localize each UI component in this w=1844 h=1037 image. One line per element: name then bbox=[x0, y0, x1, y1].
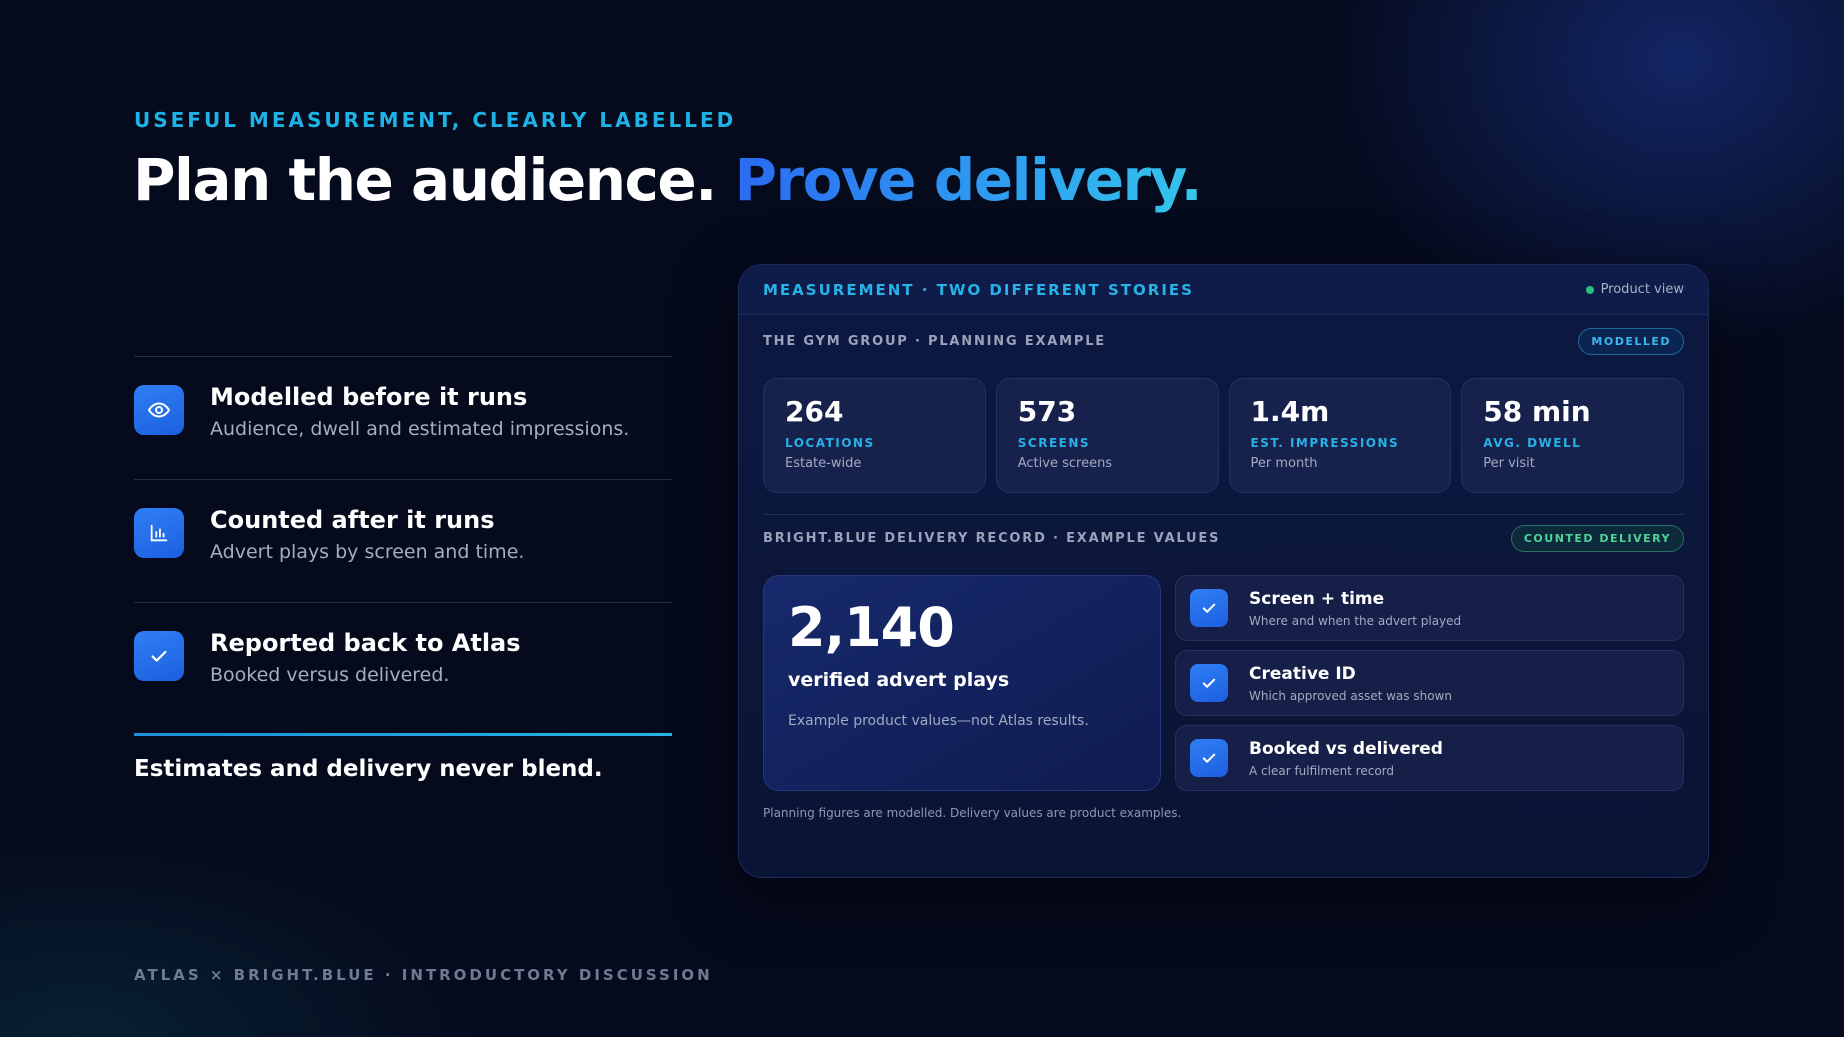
feature-desc: Audience, dwell and estimated impression… bbox=[210, 418, 630, 440]
check-desc: A clear fulfilment record bbox=[1249, 763, 1395, 778]
planning-stats: 264 LOCATIONS Estate-wide 573 SCREENS Ac… bbox=[763, 378, 1684, 493]
modelled-badge: MODELLED bbox=[1578, 328, 1684, 355]
verified-plays-label: verified advert plays bbox=[788, 669, 1010, 691]
stat-label: SCREENS bbox=[1017, 436, 1091, 450]
panel-header: MEASUREMENT · TWO DIFFERENT STORIES Prod… bbox=[739, 265, 1708, 315]
feature-title: Reported back to Atlas bbox=[210, 629, 521, 657]
stat-sub: Active screens bbox=[1017, 456, 1113, 471]
stat-card-locations: 264 LOCATIONS Estate-wide bbox=[763, 378, 986, 493]
feature-item-modelled: Modelled before it runs Audience, dwell … bbox=[134, 356, 672, 479]
stat-sub: Per month bbox=[1250, 456, 1318, 471]
delivery-checklist: Screen + time Where and when the advert … bbox=[1175, 575, 1684, 791]
measurement-panel: MEASUREMENT · TWO DIFFERENT STORIES Prod… bbox=[738, 264, 1709, 878]
check-item-creative-id: Creative ID Which approved asset was sho… bbox=[1175, 650, 1684, 716]
headline-lead: Plan the audience. bbox=[133, 146, 717, 214]
panel-title: MEASUREMENT · TWO DIFFERENT STORIES bbox=[763, 280, 1194, 299]
product-view-indicator: Product view bbox=[1585, 282, 1684, 297]
delivery-section-header: BRIGHT.BLUE DELIVERY RECORD · EXAMPLE VA… bbox=[763, 525, 1684, 552]
stat-label: EST. IMPRESSIONS bbox=[1250, 436, 1400, 450]
closing-statement: Estimates and delivery never blend. bbox=[134, 756, 603, 782]
stat-label: AVG. DWELL bbox=[1483, 436, 1582, 450]
stat-card-impressions: 1.4m EST. IMPRESSIONS Per month bbox=[1228, 378, 1452, 493]
feature-list: Modelled before it runs Audience, dwell … bbox=[134, 356, 672, 725]
panel-footnote: Planning figures are modelled. Delivery … bbox=[763, 806, 1182, 820]
stat-sub: Per visit bbox=[1483, 456, 1535, 471]
feature-item-counted: Counted after it runs Advert plays by sc… bbox=[134, 479, 672, 602]
footer: ATLAS × BRIGHT.BLUE · INTRODUCTORY DISCU… bbox=[134, 966, 713, 984]
stat-value: 573 bbox=[1017, 395, 1077, 428]
verified-plays-value: 2,140 bbox=[788, 596, 955, 659]
check-title: Creative ID bbox=[1249, 663, 1356, 684]
planning-label: THE GYM GROUP · PLANNING EXAMPLE bbox=[763, 334, 1106, 349]
stat-card-screens: 573 SCREENS Active screens bbox=[995, 378, 1219, 493]
check-item-booked-delivered: Booked vs delivered A clear fulfilment r… bbox=[1175, 725, 1684, 791]
eyebrow: USEFUL MEASUREMENT, CLEARLY LABELLED bbox=[134, 108, 737, 132]
verified-plays-card: 2,140 verified advert plays Example prod… bbox=[763, 575, 1161, 791]
stat-value: 58 min bbox=[1483, 395, 1591, 428]
check-icon bbox=[1190, 739, 1228, 777]
closing-divider bbox=[134, 733, 672, 736]
planning-section-header: THE GYM GROUP · PLANNING EXAMPLE MODELLE… bbox=[763, 328, 1684, 355]
feature-item-reported: Reported back to Atlas Booked versus del… bbox=[134, 602, 672, 725]
check-icon bbox=[1190, 664, 1228, 702]
headline: Plan the audience. Prove delivery. bbox=[133, 146, 1203, 214]
check-desc: Which approved asset was shown bbox=[1249, 688, 1452, 703]
feature-title: Modelled before it runs bbox=[210, 383, 528, 411]
feature-desc: Advert plays by screen and time. bbox=[210, 541, 525, 563]
feature-title: Counted after it runs bbox=[210, 506, 495, 534]
check-desc: Where and when the advert played bbox=[1249, 613, 1462, 628]
check-title: Booked vs delivered bbox=[1249, 738, 1443, 759]
check-icon bbox=[1190, 589, 1228, 627]
check-title: Screen + time bbox=[1249, 588, 1385, 609]
check-item-screen-time: Screen + time Where and when the advert … bbox=[1175, 575, 1684, 641]
feature-desc: Booked versus delivered. bbox=[210, 664, 450, 686]
stat-label: LOCATIONS bbox=[785, 436, 875, 450]
section-divider bbox=[763, 514, 1684, 515]
status-dot-icon bbox=[1585, 285, 1594, 294]
eye-icon bbox=[134, 385, 184, 435]
check-icon bbox=[134, 631, 184, 681]
verified-plays-note: Example product values—not Atlas results… bbox=[788, 713, 1089, 729]
stat-sub: Estate-wide bbox=[785, 456, 862, 471]
counted-delivery-badge: COUNTED DELIVERY bbox=[1510, 525, 1684, 552]
headline-accent: Prove delivery. bbox=[734, 146, 1202, 214]
stat-value: 1.4m bbox=[1250, 395, 1330, 428]
stat-value: 264 bbox=[785, 395, 844, 428]
bar-chart-icon bbox=[134, 508, 184, 558]
delivery-label: BRIGHT.BLUE DELIVERY RECORD · EXAMPLE VA… bbox=[763, 531, 1221, 546]
product-view-label: Product view bbox=[1600, 282, 1684, 297]
stat-card-dwell: 58 min AVG. DWELL Per visit bbox=[1461, 378, 1684, 493]
